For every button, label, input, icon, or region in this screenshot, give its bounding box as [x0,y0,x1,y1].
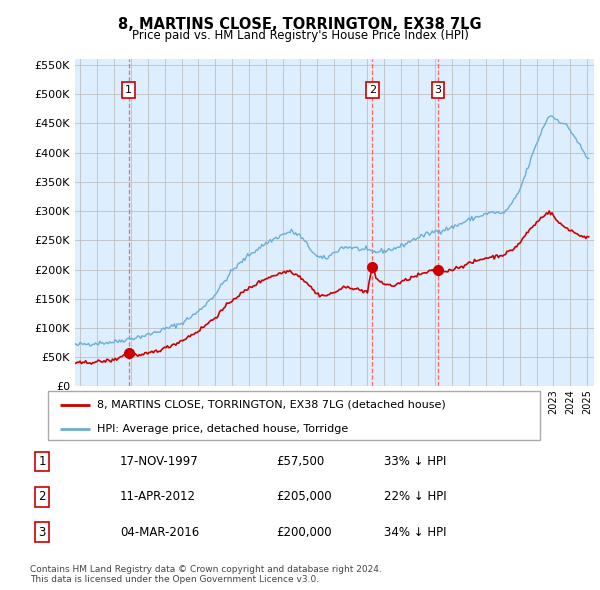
Text: 2: 2 [38,490,46,503]
Text: £200,000: £200,000 [276,526,332,539]
Text: £57,500: £57,500 [276,455,324,468]
Text: 1: 1 [125,85,132,95]
Text: 34% ↓ HPI: 34% ↓ HPI [384,526,446,539]
Text: 8, MARTINS CLOSE, TORRINGTON, EX38 7LG (detached house): 8, MARTINS CLOSE, TORRINGTON, EX38 7LG (… [97,399,446,409]
Text: 33% ↓ HPI: 33% ↓ HPI [384,455,446,468]
Text: 3: 3 [434,85,442,95]
Text: £205,000: £205,000 [276,490,332,503]
Text: 3: 3 [38,526,46,539]
Text: Price paid vs. HM Land Registry's House Price Index (HPI): Price paid vs. HM Land Registry's House … [131,30,469,42]
Text: 17-NOV-1997: 17-NOV-1997 [120,455,199,468]
FancyBboxPatch shape [48,391,540,440]
Text: 11-APR-2012: 11-APR-2012 [120,490,196,503]
Text: 22% ↓ HPI: 22% ↓ HPI [384,490,446,503]
Text: Contains HM Land Registry data © Crown copyright and database right 2024.
This d: Contains HM Land Registry data © Crown c… [30,565,382,584]
Text: 04-MAR-2016: 04-MAR-2016 [120,526,199,539]
Text: 2: 2 [368,85,376,95]
Text: 8, MARTINS CLOSE, TORRINGTON, EX38 7LG: 8, MARTINS CLOSE, TORRINGTON, EX38 7LG [118,17,482,31]
Text: 1: 1 [38,455,46,468]
Text: HPI: Average price, detached house, Torridge: HPI: Average price, detached house, Torr… [97,424,349,434]
